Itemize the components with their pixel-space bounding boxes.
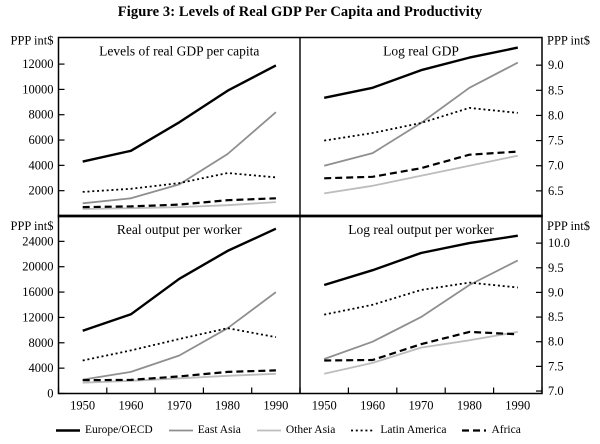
series-line-latin_america [82,172,276,193]
axis-unit-label: PPP int$ [11,219,54,233]
x-tick-label: 1950 [70,399,95,413]
series-line-europe_oecd [323,234,518,287]
y-tick-label: 20000 [22,260,53,274]
x-tick-label: 1970 [167,399,192,413]
y-tick-label: 0 [47,387,53,401]
series-line-europe_oecd [323,46,519,99]
legend-label-other_asia: Other Asia [285,424,336,436]
legend-line-sample-europe_oecd [56,428,80,432]
series-line-latin_america [324,281,518,316]
series-line-latin_america [324,107,518,142]
y-tick-label: 10000 [22,82,53,96]
y-tick-label: 8.0 [548,108,564,122]
panel-title: Log real output per worker [348,222,494,237]
y-tick-label: 9.0 [548,285,564,299]
series-line-europe_oecd [82,227,277,332]
legend-item-africa: Africa [462,424,521,436]
y-tick-label: 12000 [22,310,53,324]
y-tick-label: 8000 [29,336,54,350]
legend-label-africa: Africa [491,424,521,436]
axis-unit-label: PPP int$ [547,34,590,48]
x-tick-label: 1960 [360,399,385,413]
y-tick-label: 7.0 [548,384,564,398]
x-tick-label: 1960 [118,399,143,413]
series-line-africa [324,150,518,180]
legend-item-other_asia: Other Asia [256,424,336,436]
x-tick-label: 1950 [312,399,337,413]
y-tick-label: 8000 [29,108,54,122]
y-tick-label: 7.0 [548,159,564,173]
y-tick-label: 8.5 [548,83,564,97]
series-line-east_asia [82,111,277,205]
y-tick-label: 24000 [22,234,53,248]
y-tick-label: 4000 [29,158,54,172]
legend-label-europe_oecd: Europe/OECD [85,424,153,436]
series-line-other_asia [324,331,518,375]
panel-title: Log real GDP [383,44,459,59]
x-tick-label: 1980 [215,399,240,413]
y-tick-label: 16000 [22,285,53,299]
y-tick-label: 9.0 [548,58,564,72]
legend-line-sample-other_asia [256,429,281,431]
y-tick-label: 7.5 [548,134,564,148]
legend-label-latin_america: Latin America [380,424,447,436]
x-tick-label: 1980 [457,399,482,413]
y-tick-label: 6000 [29,133,54,147]
series-line-east_asia [323,61,519,167]
y-tick-label: 8.0 [548,335,564,349]
panel-title: Real output per worker [117,222,242,237]
legend-line-sample-east_asia [168,429,193,431]
x-tick-label: 1970 [409,399,434,413]
y-tick-label: 2000 [29,184,54,198]
legend-item-europe_oecd: Europe/OECD [56,424,153,436]
legend-line-sample-latin_america [351,429,376,431]
panel-title: Levels of real GDP per capita [99,44,259,59]
series-line-other_asia [82,201,276,210]
y-tick-label: 4000 [29,361,54,375]
y-tick-label: 6.5 [548,184,564,198]
series-line-latin_america [82,327,277,362]
y-tick-label: 10.0 [548,236,570,250]
figure-title: Figure 3: Levels of Real GDP Per Capita … [117,4,483,20]
legend-item-east_asia: East Asia [168,424,241,436]
legend-item-latin_america: Latin America [351,424,446,436]
x-tick-label: 1990 [263,399,288,413]
legend-label-east_asia: East Asia [197,424,241,436]
series-line-east_asia [82,291,277,381]
y-tick-label: 9.5 [548,261,564,275]
axis-unit-label: PPP int$ [11,34,54,48]
y-tick-label: 7.5 [548,359,564,373]
y-tick-label: 8.5 [548,310,564,324]
series-line-other_asia [82,372,276,384]
y-tick-label: 12000 [22,57,53,71]
x-tick-label: 1990 [505,399,530,413]
series-line-europe_oecd [82,64,277,163]
legend: Europe/OECD East Asia Other Asia Latin Amer… [56,424,521,436]
legend-line-sample-africa [462,428,487,432]
axis-unit-label: PPP int$ [547,219,590,233]
series-line-east_asia [323,259,519,360]
series-line-africa [324,330,518,362]
series-line-other_asia [324,154,518,195]
